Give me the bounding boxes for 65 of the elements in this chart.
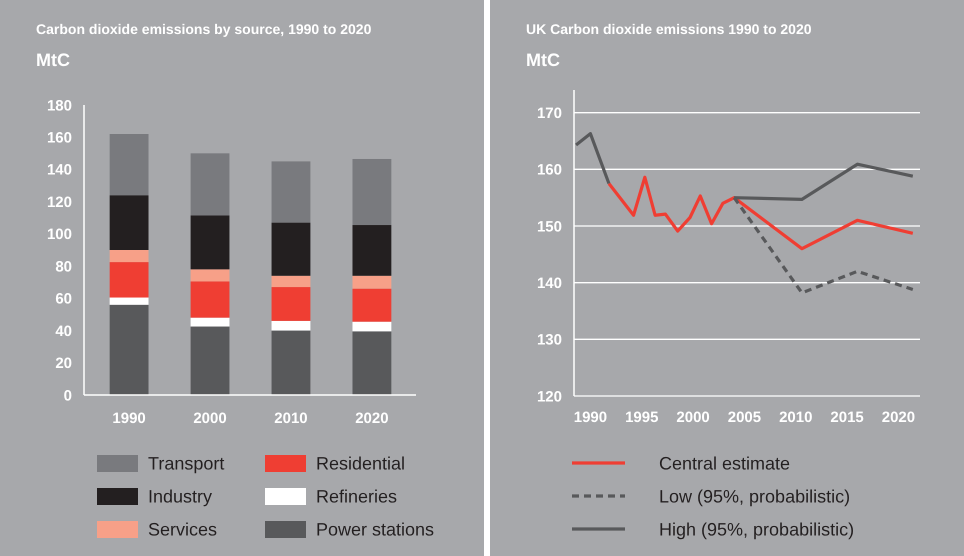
legend-label: Industry <box>148 486 212 506</box>
bar <box>272 222 310 276</box>
bar <box>352 158 392 226</box>
x-tick-label: 2020 <box>882 409 916 426</box>
x-tick-label: 1990 <box>574 409 608 426</box>
legend-label: Central estimate <box>659 453 790 474</box>
x-tick-label: 2005 <box>728 409 762 426</box>
bar <box>190 318 230 327</box>
y-tick-label: 160 <box>46 129 72 146</box>
bar <box>352 288 392 322</box>
x-tick-label: 2000 <box>193 410 227 427</box>
legend-label: Low (95%, probabilistic) <box>659 486 850 506</box>
legend-label: High (95%, probabilistic) <box>659 519 854 540</box>
x-tick-label: 1990 <box>112 410 146 427</box>
chart-title: UK Carbon dioxide emissions 1990 to 2020 <box>526 21 812 37</box>
y-axis-title: MtC <box>526 50 560 70</box>
legend-label: Residential <box>316 453 406 474</box>
x-tick-label: 2000 <box>676 409 710 426</box>
bar <box>352 322 392 332</box>
y-tick-label: 140 <box>536 274 562 292</box>
bar <box>190 269 230 282</box>
x-tick-label: 2010 <box>274 410 308 427</box>
bar <box>272 287 310 321</box>
chart-title: Carbon dioxide emissions by source, 1990 to 2020 <box>36 21 372 37</box>
y-tick-label: 60 <box>55 290 72 308</box>
legend-label: Services <box>148 519 218 540</box>
bar <box>272 276 310 288</box>
x-tick-label: 1995 <box>625 409 658 426</box>
bar <box>110 304 149 395</box>
y-tick-label: 170 <box>536 104 562 122</box>
bar <box>190 281 230 318</box>
y-tick-label: 0 <box>64 387 72 404</box>
y-tick-label: 120 <box>46 194 72 211</box>
x-tick-label: 2010 <box>779 409 812 426</box>
bar <box>110 134 149 196</box>
x-tick-label: 2020 <box>355 410 389 427</box>
bar <box>110 298 149 305</box>
legend-label: Power stations <box>316 519 434 540</box>
bar <box>110 250 149 262</box>
bar <box>190 153 230 216</box>
bar <box>272 161 310 223</box>
y-tick-label: 180 <box>46 97 72 114</box>
y-tick-label: 130 <box>536 332 562 349</box>
bar <box>110 262 149 298</box>
y-tick-label: 100 <box>46 226 72 244</box>
y-tick-label: 150 <box>536 218 562 236</box>
legend-label: Refineries <box>316 486 398 506</box>
bar <box>110 195 149 250</box>
y-tick-label: 140 <box>46 162 72 179</box>
bar <box>272 330 310 395</box>
x-tick-label: 2015 <box>830 409 864 426</box>
y-tick-label: 80 <box>55 258 72 276</box>
legend-label: Transport <box>148 453 224 474</box>
bar <box>272 320 310 331</box>
y-tick-label: 120 <box>536 388 562 406</box>
bar <box>352 276 392 289</box>
y-tick-label: 20 <box>55 355 72 372</box>
line-series <box>607 176 914 250</box>
bar <box>352 331 392 395</box>
y-tick-label: 160 <box>536 162 562 179</box>
bar <box>190 326 230 395</box>
y-tick-label: 40 <box>55 322 72 340</box>
bar <box>352 225 392 276</box>
y-axis-title: MtC <box>36 50 70 70</box>
bar <box>190 215 230 270</box>
